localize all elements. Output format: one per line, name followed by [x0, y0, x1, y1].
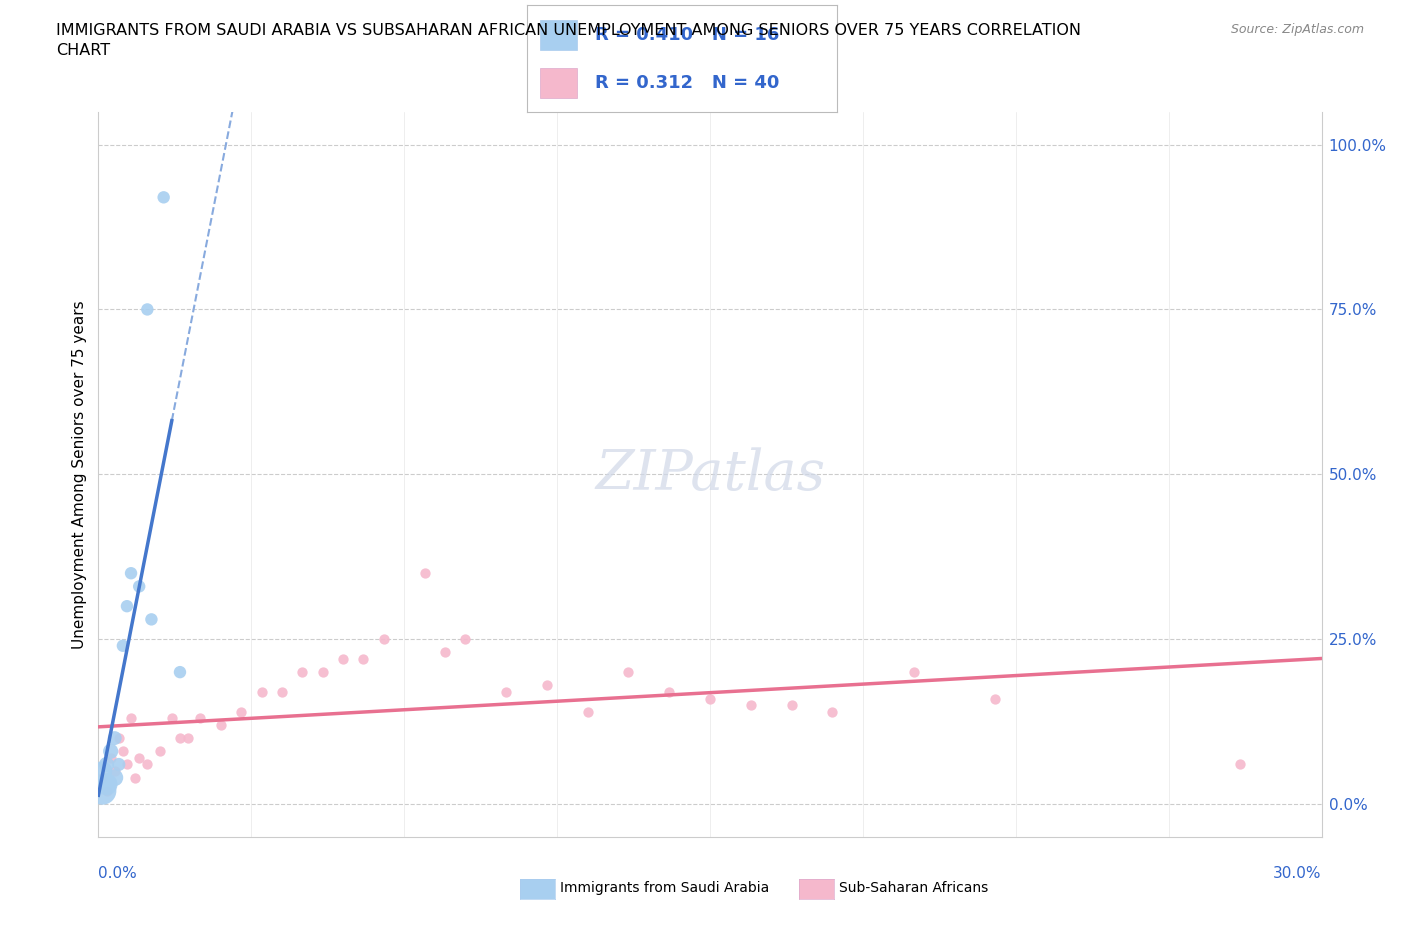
- Point: [111, 638, 134, 653]
- Text: Sub-Saharan Africans: Sub-Saharan Africans: [839, 881, 988, 896]
- Text: ZIPatlas: ZIPatlas: [595, 447, 825, 501]
- Text: R = 0.312   N = 40: R = 0.312 N = 40: [595, 73, 780, 92]
- Point: [780, 698, 803, 712]
- Point: [124, 770, 146, 785]
- Bar: [540, 20, 576, 49]
- Point: [115, 757, 138, 772]
- Point: [169, 665, 191, 680]
- Point: [250, 684, 273, 699]
- Point: [169, 731, 191, 746]
- Point: [104, 770, 127, 785]
- Point: [136, 302, 159, 317]
- Point: [91, 764, 114, 778]
- Point: [188, 711, 212, 725]
- Point: [352, 652, 374, 667]
- Bar: [540, 68, 576, 98]
- Point: [984, 691, 1007, 706]
- Point: [699, 691, 721, 706]
- Text: IMMIGRANTS FROM SAUDI ARABIA VS SUBSAHARAN AFRICAN UNEMPLOYMENT AMONG SENIORS OV: IMMIGRANTS FROM SAUDI ARABIA VS SUBSAHAR…: [56, 23, 1081, 58]
- Point: [91, 783, 114, 798]
- Point: [373, 631, 395, 646]
- Point: [270, 684, 294, 699]
- Point: [96, 783, 118, 798]
- Point: [332, 652, 354, 667]
- Point: [111, 744, 134, 759]
- Point: [617, 665, 640, 680]
- Point: [536, 678, 558, 693]
- Point: [903, 665, 925, 680]
- Point: [91, 770, 114, 785]
- Point: [100, 744, 122, 759]
- Point: [495, 684, 517, 699]
- Point: [96, 757, 118, 772]
- Point: [120, 711, 142, 725]
- Point: [434, 644, 457, 659]
- Point: [104, 731, 127, 746]
- Text: R = 0.410   N = 16: R = 0.410 N = 16: [595, 26, 780, 44]
- Point: [128, 579, 150, 594]
- Point: [96, 777, 118, 791]
- Point: [149, 744, 172, 759]
- Point: [821, 704, 844, 719]
- Point: [209, 717, 232, 732]
- Point: [291, 665, 314, 680]
- Point: [104, 764, 127, 778]
- Text: 30.0%: 30.0%: [1274, 866, 1322, 881]
- Point: [136, 757, 159, 772]
- Point: [141, 612, 163, 627]
- Point: [454, 631, 477, 646]
- Point: [177, 731, 200, 746]
- Point: [576, 704, 599, 719]
- Point: [152, 190, 174, 205]
- Point: [1229, 757, 1251, 772]
- Y-axis label: Unemployment Among Seniors over 75 years: Unemployment Among Seniors over 75 years: [72, 300, 87, 648]
- Point: [100, 751, 122, 765]
- Point: [740, 698, 762, 712]
- Point: [115, 599, 138, 614]
- Text: Source: ZipAtlas.com: Source: ZipAtlas.com: [1230, 23, 1364, 36]
- Point: [312, 665, 335, 680]
- Point: [108, 757, 131, 772]
- Point: [128, 751, 150, 765]
- Text: 0.0%: 0.0%: [98, 866, 138, 881]
- Point: [120, 565, 142, 580]
- Point: [231, 704, 253, 719]
- Point: [160, 711, 183, 725]
- Text: Immigrants from Saudi Arabia: Immigrants from Saudi Arabia: [560, 881, 769, 896]
- Point: [658, 684, 681, 699]
- Point: [413, 565, 436, 580]
- Point: [108, 731, 131, 746]
